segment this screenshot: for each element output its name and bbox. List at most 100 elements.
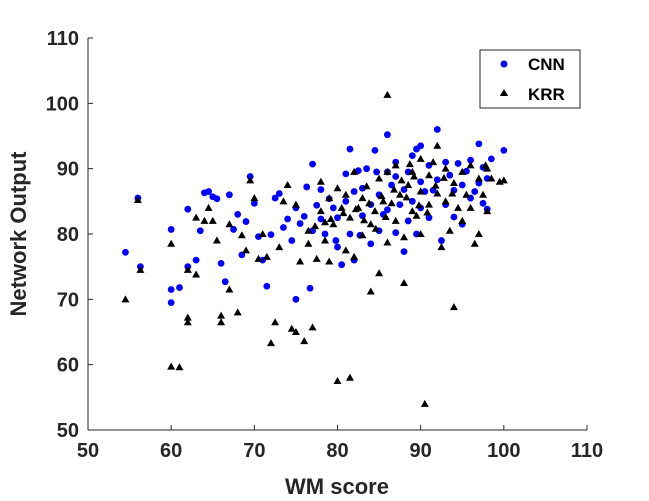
krr-point [391, 161, 400, 169]
krr-point [360, 216, 369, 224]
legend-box [479, 49, 581, 109]
legend-krr-marker [499, 89, 509, 96]
krr-point [287, 324, 296, 332]
cnn-point [413, 145, 420, 153]
cnn-point [176, 284, 183, 291]
krr-point [316, 207, 325, 215]
cnn-point [271, 194, 279, 202]
krr-point [366, 287, 375, 295]
legend-item-krr: KRR [499, 85, 565, 104]
krr-point [242, 246, 251, 254]
cnn-point [263, 282, 271, 290]
cnn-point [300, 212, 308, 220]
krr-point [254, 254, 263, 262]
krr-point [402, 193, 411, 201]
krr-point [212, 236, 221, 244]
cnn-point [350, 188, 358, 195]
krr-point [333, 377, 342, 384]
y-tick-label: 70 [57, 289, 79, 311]
krr-point [350, 252, 359, 260]
cnn-point [213, 195, 221, 203]
krr-point [291, 328, 300, 335]
krr-point [420, 399, 429, 407]
cnn-point [334, 243, 341, 251]
cnn-point [338, 261, 346, 269]
cnn-point [242, 218, 250, 225]
legend: CNN KRR [479, 49, 581, 109]
cnn-point [221, 278, 229, 286]
krr-point [250, 194, 259, 202]
krr-point [429, 158, 438, 166]
krr-point [487, 174, 496, 182]
cnn-point [317, 186, 325, 193]
cnn-point [408, 197, 416, 205]
cnn-point [342, 170, 350, 178]
krr-point [439, 173, 448, 181]
cnn-point [329, 204, 337, 212]
krr-point [167, 362, 176, 370]
x-tick-label: 50 [77, 440, 99, 462]
krr-point [291, 200, 300, 208]
cnn-point [363, 165, 371, 173]
krr-point [325, 257, 334, 265]
krr-point [433, 141, 442, 149]
krr-point [408, 207, 417, 215]
krr-point [262, 252, 271, 260]
krr-point [377, 192, 386, 200]
krr-point [424, 171, 433, 179]
krr-point [474, 174, 483, 182]
cnn-point [284, 215, 291, 223]
krr-point [217, 318, 226, 326]
krr-point [458, 167, 467, 175]
x-tick-label: 90 [410, 440, 432, 462]
krr-point [458, 216, 467, 224]
cnn-point [392, 229, 400, 237]
krr-point [416, 187, 425, 195]
krr-point [415, 201, 424, 209]
krr-point [351, 205, 360, 213]
cnn-point [196, 227, 204, 235]
krr-point [136, 265, 145, 273]
krr-point [183, 265, 192, 273]
cnn-point [292, 295, 300, 303]
krr-point [121, 295, 130, 303]
krr-point [311, 222, 320, 230]
cnn-point [392, 173, 400, 180]
krr-point [321, 236, 330, 244]
krr-point [424, 200, 433, 208]
cnn-point [458, 181, 466, 189]
cnn-point [313, 201, 321, 209]
krr-point [437, 243, 446, 251]
krr-point [462, 190, 471, 198]
krr-point [337, 203, 346, 211]
krr-point [246, 176, 255, 184]
cnn-point [384, 206, 391, 214]
legend-item-cnn: CNN [500, 55, 565, 74]
krr-point [454, 203, 463, 211]
krr-point [365, 199, 374, 207]
krr-point [499, 176, 508, 184]
cnn-point [167, 286, 175, 293]
krr-point [233, 308, 242, 316]
legend-krr-label: KRR [528, 85, 565, 104]
krr-point [366, 220, 375, 228]
y-tick-label: 110 [47, 28, 79, 50]
series-krr [121, 90, 508, 407]
cnn-point [396, 201, 404, 209]
krr-point [237, 231, 246, 239]
cnn-point [122, 248, 129, 256]
krr-point [258, 230, 267, 237]
cnn-point [487, 155, 495, 163]
legend-cnn-label: CNN [528, 55, 565, 74]
krr-point [433, 189, 442, 197]
krr-point [175, 363, 184, 371]
krr-point [370, 207, 379, 215]
cnn-point [346, 145, 354, 153]
x-tick-label: 60 [160, 440, 182, 462]
krr-point [371, 224, 380, 232]
cnn-point [332, 237, 340, 244]
krr-point [383, 90, 392, 98]
krr-point [441, 164, 450, 172]
cnn-point [267, 231, 275, 239]
krr-point [379, 197, 388, 205]
